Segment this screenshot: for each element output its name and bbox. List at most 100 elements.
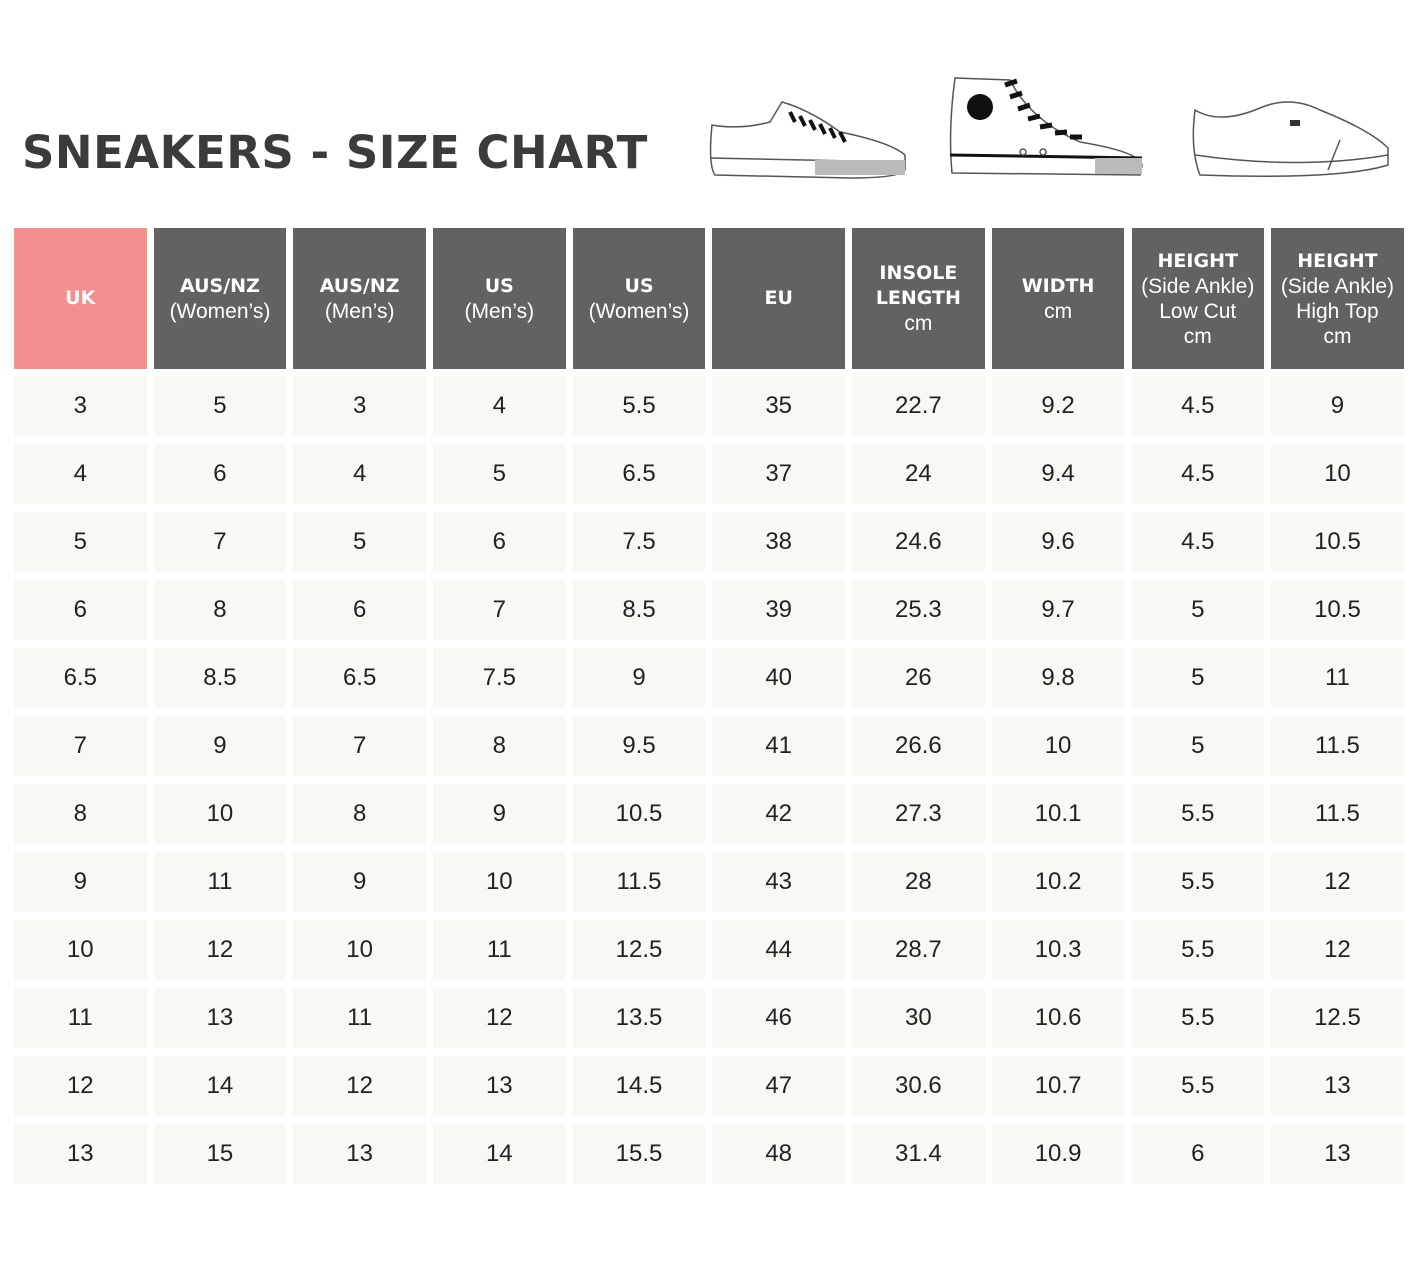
table-cell: 5: [153, 376, 287, 436]
table-cell: 43: [712, 852, 845, 912]
table-cell: 28: [852, 852, 985, 912]
table-cell: 5.5: [1131, 988, 1264, 1048]
table-cell: 6: [293, 580, 426, 640]
table-cell: 6: [1131, 1124, 1264, 1184]
column-header-title: HEIGHT: [1157, 249, 1238, 272]
table-cell: 42: [712, 784, 845, 844]
column-header: INSOLE LENGTH cm: [852, 228, 985, 369]
table-cell: 9.2: [991, 376, 1125, 436]
table-cell: 12: [433, 988, 566, 1048]
table-row: 6 8 6 7 8.5 39 25.3 9.7 5 10.5: [14, 580, 1404, 640]
table-cell: 11: [14, 988, 147, 1048]
table-cell: 6: [153, 444, 287, 504]
table-cell: 9: [153, 716, 287, 776]
shoe-illustrations: [709, 77, 1389, 179]
table-cell: 8.5: [572, 580, 706, 640]
table-cell: 10.5: [1271, 512, 1404, 572]
table-cell: 4: [293, 444, 426, 504]
table-cell: 5.5: [572, 376, 706, 436]
table-cell: 10.9: [991, 1124, 1125, 1184]
table-cell: 10.6: [991, 988, 1125, 1048]
table-cell: 10.5: [572, 784, 706, 844]
table-cell: 9.7: [991, 580, 1125, 640]
table-cell: 24.6: [852, 512, 985, 572]
column-header-subtitle: cm: [1183, 324, 1212, 348]
table-cell: 13: [433, 1056, 566, 1116]
table-row: 9 11 9 10 11.5 43 28 10.2 5.5 12: [14, 852, 1404, 912]
table-cell: 4: [433, 376, 566, 436]
table-cell: 4.5: [1131, 376, 1264, 436]
column-header-subtitle: (Women’s): [169, 299, 271, 323]
table-row: 5 7 5 6 7.5 38 24.6 9.6 4.5 10.5: [14, 512, 1404, 572]
column-header-title: US: [484, 274, 514, 297]
table-cell: 8: [153, 580, 287, 640]
table-cell: 5: [1131, 648, 1264, 708]
table-cell: 11.5: [1271, 716, 1404, 776]
table-cell: 10.7: [991, 1056, 1125, 1116]
table-cell: 5.5: [1131, 852, 1264, 912]
table-row: 4 6 4 5 6.5 37 24 9.4 4.5 10: [14, 444, 1404, 504]
table-cell: 7.5: [572, 512, 706, 572]
table-cell: 10.2: [991, 852, 1125, 912]
table-row: 7 9 7 8 9.5 41 26.6 10 5 11.5: [14, 716, 1404, 776]
table-cell: 7: [433, 580, 566, 640]
table-cell: 10.5: [1271, 580, 1404, 640]
table-cell: 22.7: [852, 376, 985, 436]
table-cell: 12.5: [572, 920, 706, 980]
table-cell: 27.3: [852, 784, 985, 844]
table-cell: 25.3: [852, 580, 985, 640]
table-cell: 26: [852, 648, 985, 708]
table-row: 10 12 10 11 12.5 44 28.7 10.3 5.5 12: [14, 920, 1404, 980]
table-cell: 9: [293, 852, 426, 912]
table-cell: 9.5: [572, 716, 706, 776]
table-cell: 10: [14, 920, 147, 980]
table-cell: 14: [153, 1056, 287, 1116]
table-cell: 12: [1271, 852, 1404, 912]
high-top-sneaker-image: [949, 77, 1143, 176]
column-header-subtitle: (Side Ankle): [1280, 274, 1395, 298]
table-cell: 28.7: [852, 920, 985, 980]
table-cell: 7: [14, 716, 147, 776]
table-cell: 7: [153, 512, 287, 572]
column-header-subtitle: (Men’s): [324, 299, 395, 323]
table-cell: 41: [712, 716, 845, 776]
table-cell: 9: [572, 648, 706, 708]
table-cell: 40: [712, 648, 845, 708]
column-header: WIDTH cm: [991, 228, 1125, 369]
column-header: EU: [712, 228, 845, 369]
column-header-subtitle: High Top: [1296, 299, 1379, 323]
column-header: HEIGHT (Side Ankle) Low Cut cm: [1131, 228, 1264, 369]
table-cell: 8.5: [153, 648, 287, 708]
table-cell: 9: [433, 784, 566, 844]
column-header: US (Men’s): [433, 228, 566, 369]
table-cell: 13.5: [572, 988, 706, 1048]
table-cell: 10: [153, 784, 287, 844]
table-cell: 5.5: [1131, 920, 1264, 980]
table-cell: 12.5: [1271, 988, 1404, 1048]
table-cell: 37: [712, 444, 845, 504]
table-cell: 3: [14, 376, 147, 436]
column-header-subtitle: cm: [904, 312, 933, 335]
size-table-header: UK AUS/NZ (Women’s) AUS/NZ (Men’s) US (Men’s) U…: [14, 228, 1404, 369]
table-cell: 8: [433, 716, 566, 776]
table-cell: 4.5: [1131, 512, 1264, 572]
column-header: AUS/NZ (Men’s): [293, 228, 426, 369]
column-header: UK: [14, 228, 147, 369]
table-cell: 10: [991, 716, 1125, 776]
table-cell: 13: [14, 1124, 147, 1184]
table-cell: 5: [1131, 716, 1264, 776]
table-cell: 8: [14, 784, 147, 844]
table-cell: 11: [433, 920, 566, 980]
table-cell: 5: [433, 444, 566, 504]
table-cell: 13: [153, 988, 287, 1048]
table-cell: 35: [712, 376, 845, 436]
column-header-subtitle: Low Cut: [1159, 299, 1237, 323]
table-cell: 5.5: [1131, 784, 1264, 844]
table-cell: 14.5: [572, 1056, 706, 1116]
column-header: US (Women’s): [572, 228, 706, 369]
table-cell: 5.5: [1131, 1056, 1264, 1116]
table-cell: 13: [1271, 1124, 1404, 1184]
table-cell: 12: [293, 1056, 426, 1116]
table-cell: 30.6: [852, 1056, 985, 1116]
table-cell: 4.5: [1131, 444, 1264, 504]
